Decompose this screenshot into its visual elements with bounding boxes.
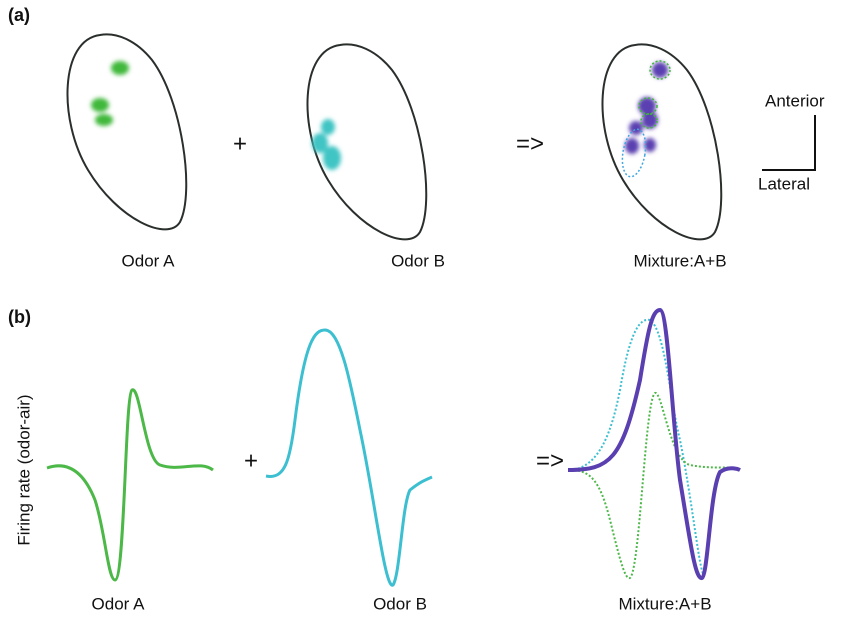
caption: Odor B [391, 251, 445, 270]
caption: Mixture:A+B [618, 594, 711, 613]
panel-label: (a) [8, 5, 30, 25]
odor-b-glomeruli [312, 119, 341, 170]
odor-a-glomeruli [91, 61, 129, 126]
panel-label: (b) [8, 307, 31, 327]
mixture-trace [568, 310, 740, 578]
odor-a-trace [47, 390, 213, 580]
orientation-label: Anterior [765, 91, 825, 110]
odor-b-trace [266, 330, 432, 585]
caption: Odor B [373, 594, 427, 613]
operator: + [233, 130, 247, 157]
odor-b-overlay [570, 320, 740, 574]
y-axis-label: Firing rate (odor-air) [14, 394, 33, 545]
operator: => [516, 130, 544, 157]
mixture-glomeruli [625, 62, 668, 154]
orientation-label: Lateral [758, 174, 810, 193]
caption: Odor A [122, 251, 176, 270]
operator: + [244, 447, 258, 474]
operator: => [536, 447, 564, 474]
orientation-axes [762, 115, 815, 170]
figure: (a) + => Anterior Lateral Odor A Odor B … [0, 0, 846, 617]
caption: Odor A [92, 594, 146, 613]
caption: Mixture:A+B [633, 251, 726, 270]
